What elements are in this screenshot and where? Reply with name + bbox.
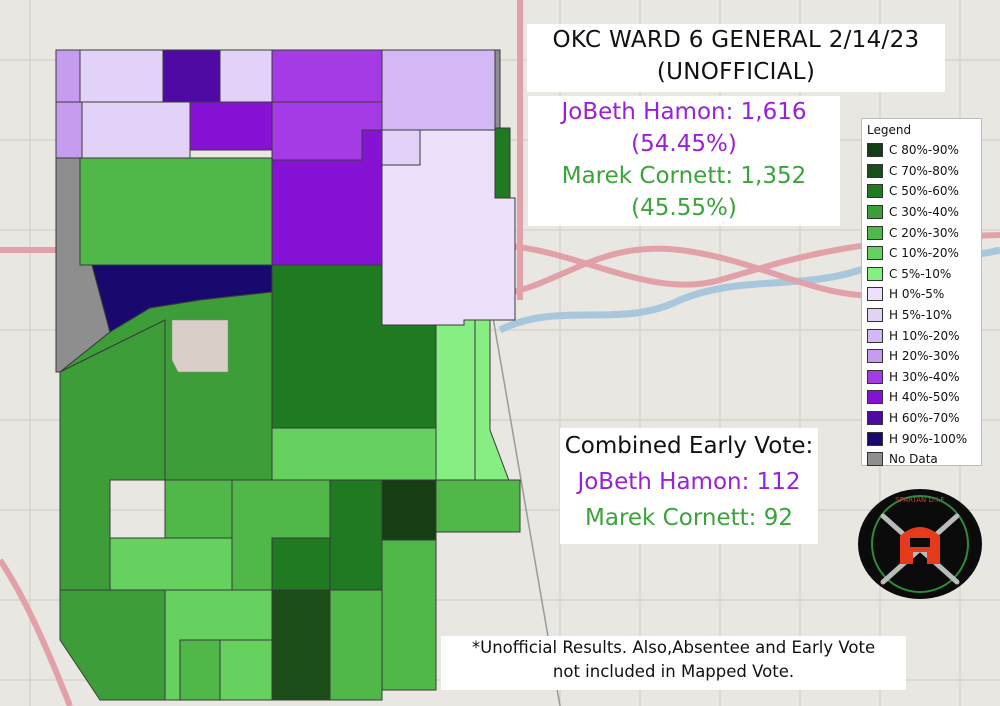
map-title: OKC WARD 6 GENERAL 2/14/23 xyxy=(552,27,920,53)
precinct xyxy=(189,101,273,151)
precinct xyxy=(271,427,437,481)
legend-item: H 30%-40% xyxy=(867,367,976,388)
results-box: JoBeth Hamon: 1,616 (54.45%) Marek Corne… xyxy=(528,96,840,226)
precinct xyxy=(79,157,273,266)
precinct xyxy=(271,537,331,591)
legend-label: H 40%-50% xyxy=(889,390,960,405)
legend-swatch xyxy=(867,163,883,178)
legend-item: C 5%-10% xyxy=(867,264,976,285)
precinct xyxy=(435,319,476,481)
precinct xyxy=(179,639,221,701)
legend-swatch xyxy=(867,287,883,302)
legend-swatch xyxy=(867,225,883,240)
precinct xyxy=(329,589,383,701)
early-vote-box: Combined Early Vote: JoBeth Hamon: 112 M… xyxy=(560,428,818,544)
spartan-logo: SPARTAN D.I.E xyxy=(858,489,982,599)
legend-swatch xyxy=(867,328,883,343)
legend-label: C 50%-60% xyxy=(889,184,959,199)
legend-item: H 5%-10% xyxy=(867,305,976,326)
legend-swatch xyxy=(867,143,883,158)
map-subtitle: (UNOFFICIAL) xyxy=(656,59,816,85)
legend-swatch xyxy=(867,246,883,261)
legend-swatch xyxy=(867,205,883,220)
early-vote-hamon: JoBeth Hamon: 112 xyxy=(577,469,801,495)
legend-rows: C 80%-90% C 70%-80% C 50%-60% C 30%-40% C 20… xyxy=(867,140,976,470)
legend-item: C 70%-80% xyxy=(867,161,976,182)
precinct xyxy=(381,129,421,166)
legend-label: C 30%-40% xyxy=(889,205,959,220)
legend-swatch xyxy=(867,431,883,446)
legend-label: No Data xyxy=(889,452,938,467)
precinct xyxy=(435,479,521,533)
note-line-2: not included in Mapped Vote. xyxy=(552,662,795,681)
precinct xyxy=(381,479,437,541)
legend-item: C 10%-20% xyxy=(867,243,976,264)
precinct xyxy=(219,49,273,103)
legend-swatch xyxy=(867,411,883,426)
precinct xyxy=(271,49,383,103)
legend-item: C 80%-90% xyxy=(867,140,976,161)
legend: Legend C 80%-90% C 70%-80% C 50%-60% C 30%-… xyxy=(861,118,982,467)
legend-item: C 50%-60% xyxy=(867,181,976,202)
logo-text: SPARTAN D.I.E xyxy=(895,496,945,504)
hamon-result: JoBeth Hamon: 1,616 xyxy=(561,99,807,125)
legend-swatch xyxy=(867,452,883,467)
legend-label: C 80%-90% xyxy=(889,143,959,158)
precinct xyxy=(494,127,511,199)
precinct xyxy=(329,479,383,591)
legend-title: Legend xyxy=(867,123,912,137)
legend-label: C 10%-20% xyxy=(889,246,959,261)
legend-label: H 5%-10% xyxy=(889,308,952,323)
legend-item: C 20%-30% xyxy=(867,222,976,243)
legend-label: H 0%-5% xyxy=(889,287,945,302)
legend-item: No Data xyxy=(867,449,976,470)
precinct xyxy=(381,539,437,691)
precinct xyxy=(381,49,496,131)
legend-label: H 60%-70% xyxy=(889,411,960,426)
precinct xyxy=(59,589,166,701)
legend-swatch xyxy=(867,369,883,384)
legend-label: H 10%-20% xyxy=(889,328,960,343)
legend-item: H 10%-20% xyxy=(867,325,976,346)
cornett-result: Marek Cornett: 1,352 xyxy=(561,163,807,189)
legend-label: C 5%-10% xyxy=(889,266,952,281)
note-line-1: *Unofficial Results. Also,Absentee and E… xyxy=(471,638,876,657)
precinct xyxy=(109,537,233,591)
precincts xyxy=(55,49,521,701)
legend-label: C 70%-80% xyxy=(889,163,959,178)
legend-swatch xyxy=(867,349,883,364)
precinct xyxy=(79,49,164,103)
precinct xyxy=(55,101,83,159)
legend-swatch xyxy=(867,266,883,281)
legend-item: H 40%-50% xyxy=(867,387,976,408)
precinct xyxy=(164,479,233,539)
precinct xyxy=(271,589,331,701)
legend-swatch xyxy=(867,308,883,323)
precinct xyxy=(81,101,191,159)
map-feature-patch xyxy=(171,319,229,373)
precinct xyxy=(494,49,501,129)
legend-item: H 0%-5% xyxy=(867,284,976,305)
precinct xyxy=(219,639,273,701)
early-vote-heading: Combined Early Vote: xyxy=(564,433,814,459)
legend-label: H 20%-30% xyxy=(889,349,960,364)
note-box: *Unofficial Results. Also,Absentee and E… xyxy=(441,636,906,690)
title-box: OKC WARD 6 GENERAL 2/14/23 (UNOFFICIAL) xyxy=(527,24,945,92)
legend-label: C 20%-30% xyxy=(889,225,959,240)
legend-label: H 30%-40% xyxy=(889,369,960,384)
legend-swatch xyxy=(867,184,883,199)
legend-item: H 60%-70% xyxy=(867,408,976,429)
precinct xyxy=(162,49,221,103)
early-vote-cornett: Marek Cornett: 92 xyxy=(585,505,793,531)
legend-label: H 90%-100% xyxy=(889,431,968,446)
precinct xyxy=(55,49,81,103)
legend-item: C 30%-40% xyxy=(867,202,976,223)
cornett-percent: (45.55%) xyxy=(631,195,737,221)
legend-swatch xyxy=(867,390,883,405)
hamon-percent: (54.45%) xyxy=(631,131,737,157)
legend-item: H 90%-100% xyxy=(867,428,976,449)
legend-item: H 20%-30% xyxy=(867,346,976,367)
